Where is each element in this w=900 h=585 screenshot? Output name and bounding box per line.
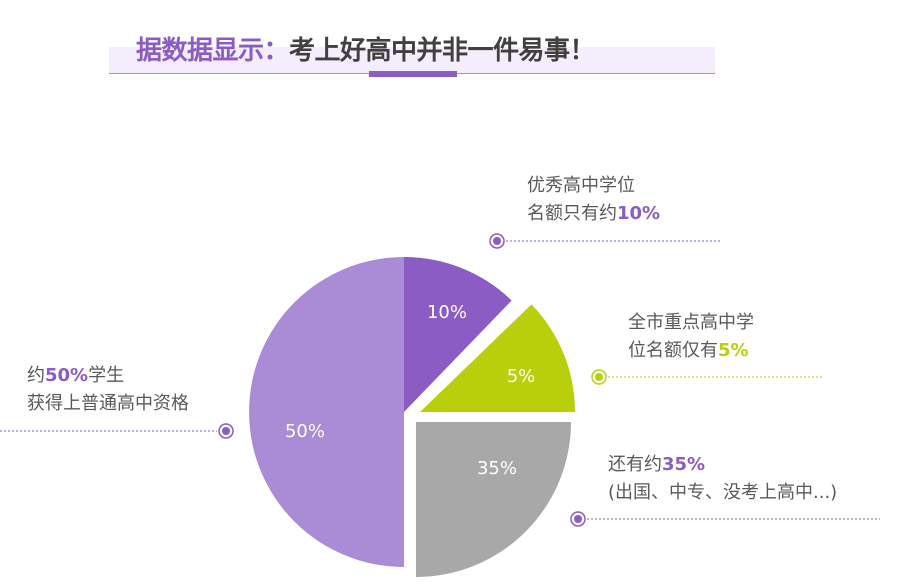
annotation-10-highlight: 10% [617, 203, 661, 224]
leader-10 [489, 233, 720, 249]
annotation-5: 全市重点高中学 位名额仅有5% [628, 309, 754, 365]
pie-slice-35 [416, 422, 571, 577]
leader-50 [0, 423, 234, 439]
slice-label-10: 10% [427, 302, 467, 323]
annotation-10: 优秀高中学位 名额只有约10% [527, 172, 660, 228]
annotation-35-highlight: 35% [662, 454, 706, 475]
leader-10-dot [493, 237, 501, 245]
annotation-35-line2: (出国、中专、没考上高中...) [608, 482, 838, 503]
page-title: 据数据显示：考上好高中并非一件易事！ [136, 30, 596, 67]
annotation-50-post: 学生 [88, 365, 125, 386]
annotation-5-line2: 位名额仅有 [628, 340, 718, 361]
annotation-35: 还有约35% (出国、中专、没考上高中...) [608, 451, 837, 507]
annotation-50: 约50%学生 获得上普通高中资格 [27, 362, 189, 418]
annotation-35-line1: 还有约 [608, 454, 662, 475]
annotation-10-line1: 优秀高中学位 [527, 175, 635, 196]
slice-label-50: 50% [285, 421, 325, 442]
slice-label-35: 35% [477, 458, 517, 479]
annotation-5-highlight: 5% [718, 340, 749, 361]
annotation-10-line2: 名额只有约 [527, 203, 617, 224]
leader-5-dot [595, 373, 603, 381]
leader-35 [570, 511, 880, 527]
annotation-50-line2: 获得上普通高中资格 [27, 393, 189, 414]
title-accent-bar [369, 71, 457, 77]
slice-label-5: 5% [507, 366, 536, 387]
title-part2: 考上好高中并非一件易事！ [289, 36, 596, 66]
title-part1: 据数据显示： [136, 36, 290, 66]
title-band [109, 47, 715, 73]
leader-5 [591, 369, 822, 385]
pie-slice-50 [249, 257, 404, 567]
pie-slice-5 [420, 304, 575, 412]
annotation-5-line1: 全市重点高中学 [628, 312, 754, 333]
leader-35-dot [574, 515, 582, 523]
annotation-50-pre: 约 [27, 365, 45, 386]
pie-slice-10 [404, 257, 512, 412]
leader-50-dot [222, 427, 230, 435]
annotation-50-highlight: 50% [45, 365, 89, 386]
